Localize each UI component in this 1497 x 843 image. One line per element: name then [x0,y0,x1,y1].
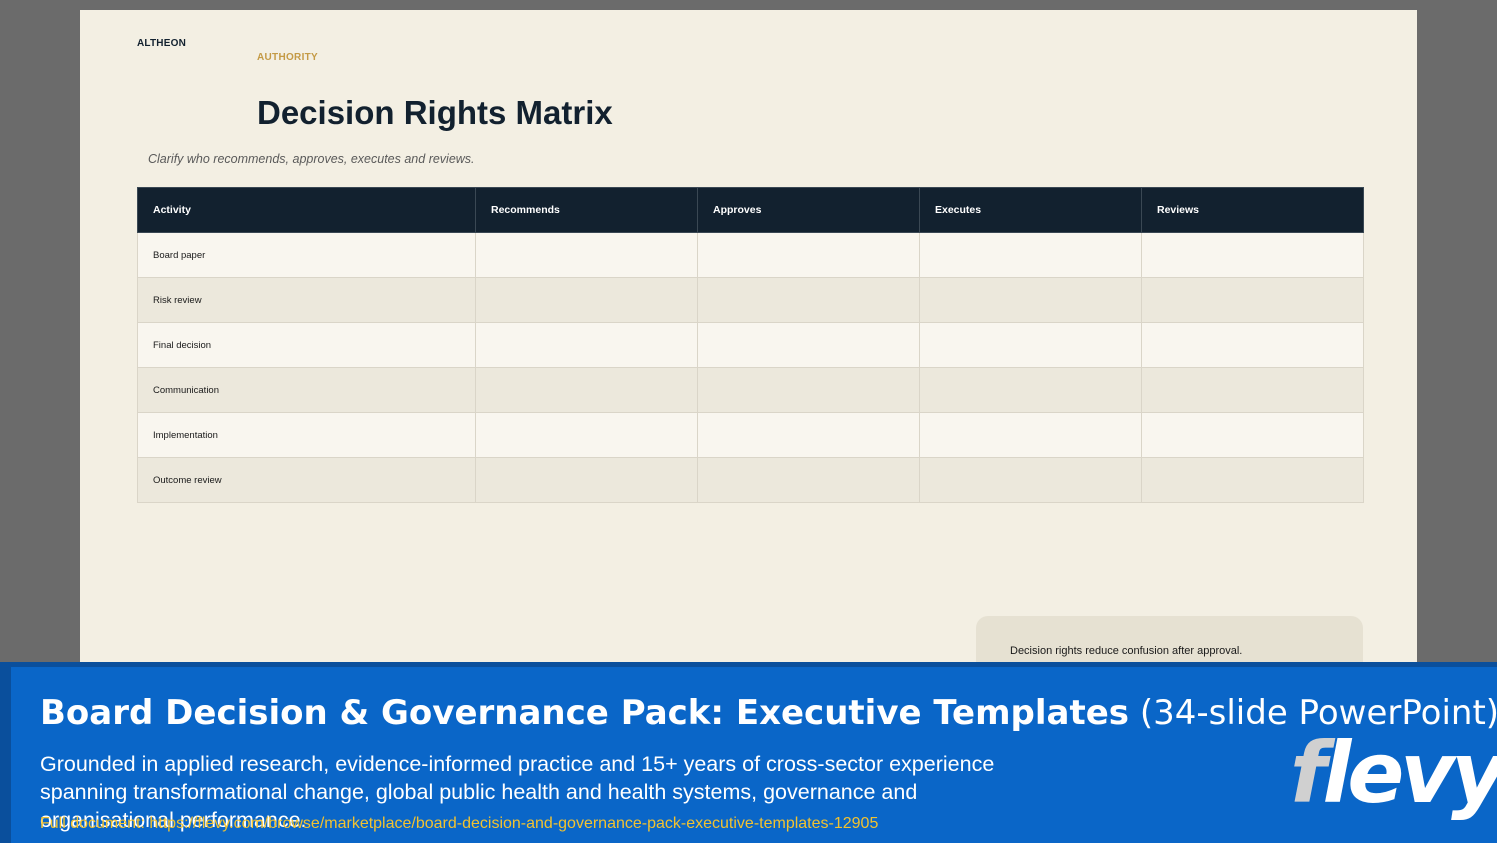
section-label: AUTHORITY [257,52,319,63]
document-title-main: Board Decision & Governance Pack: Execut… [40,693,1130,733]
approves-cell [697,277,920,323]
table-row: Communication [137,367,1364,413]
reviews-cell [1141,367,1364,413]
recommends-cell [475,232,698,278]
approves-cell [697,367,920,413]
slide-title: Decision Rights Matrix [257,94,613,131]
activity-cell: Outcome review [137,457,476,503]
recommends-cell [475,367,698,413]
reviews-cell [1141,412,1364,458]
approves-cell [697,322,920,368]
table-row: Risk review [137,277,1364,323]
approves-cell [697,232,920,278]
header-activity: Activity [137,187,476,233]
executes-cell [919,367,1142,413]
reviews-cell [1141,457,1364,503]
header-recommends: Recommends [475,187,698,233]
document-title-slide-count: (34-slide PowerPoint) [1139,693,1497,733]
document-title: Board Decision & Governance Pack: Execut… [40,693,1497,733]
approves-cell [697,457,920,503]
slide: ALTHEON AUTHORITY Decision Rights Matrix… [80,10,1417,696]
executes-cell [919,412,1142,458]
executes-cell [919,322,1142,368]
banner-edge [0,667,11,843]
executes-cell [919,232,1142,278]
decision-rights-table: Activity Recommends Approves Executes Re… [137,187,1364,503]
recommends-cell [475,457,698,503]
header-reviews: Reviews [1141,187,1364,233]
recommends-cell [475,277,698,323]
reviews-cell [1141,232,1364,278]
activity-cell: Board paper [137,232,476,278]
executes-cell [919,277,1142,323]
recommends-cell [475,322,698,368]
document-description: Grounded in applied research, evidence-i… [40,752,995,832]
activity-cell: Implementation [137,412,476,458]
table-row: Board paper [137,232,1364,278]
promo-banner: Board Decision & Governance Pack: Execut… [0,662,1497,843]
activity-cell: Communication [137,367,476,413]
header-executes: Executes [919,187,1142,233]
table-row: Implementation [137,412,1364,458]
logo-rest: levy [1322,724,1497,822]
note-text: Decision rights reduce confusion after a… [1010,645,1243,657]
header-approves: Approves [697,187,920,233]
full-document-link[interactable]: Full document: https://flevy.com/browse/… [40,815,879,832]
flevy-logo: flevy [1290,731,1497,815]
logo-first-letter: f [1290,724,1326,822]
executes-cell [919,457,1142,503]
approves-cell [697,412,920,458]
reviews-cell [1141,277,1364,323]
table-row: Final decision [137,322,1364,368]
table-header-row: Activity Recommends Approves Executes Re… [137,187,1364,233]
table-row: Outcome review [137,457,1364,503]
activity-cell: Final decision [137,322,476,368]
reviews-cell [1141,322,1364,368]
slide-subtitle: Clarify who recommends, approves, execut… [148,152,475,166]
activity-cell: Risk review [137,277,476,323]
recommends-cell [475,412,698,458]
brand-name: ALTHEON [137,38,186,49]
